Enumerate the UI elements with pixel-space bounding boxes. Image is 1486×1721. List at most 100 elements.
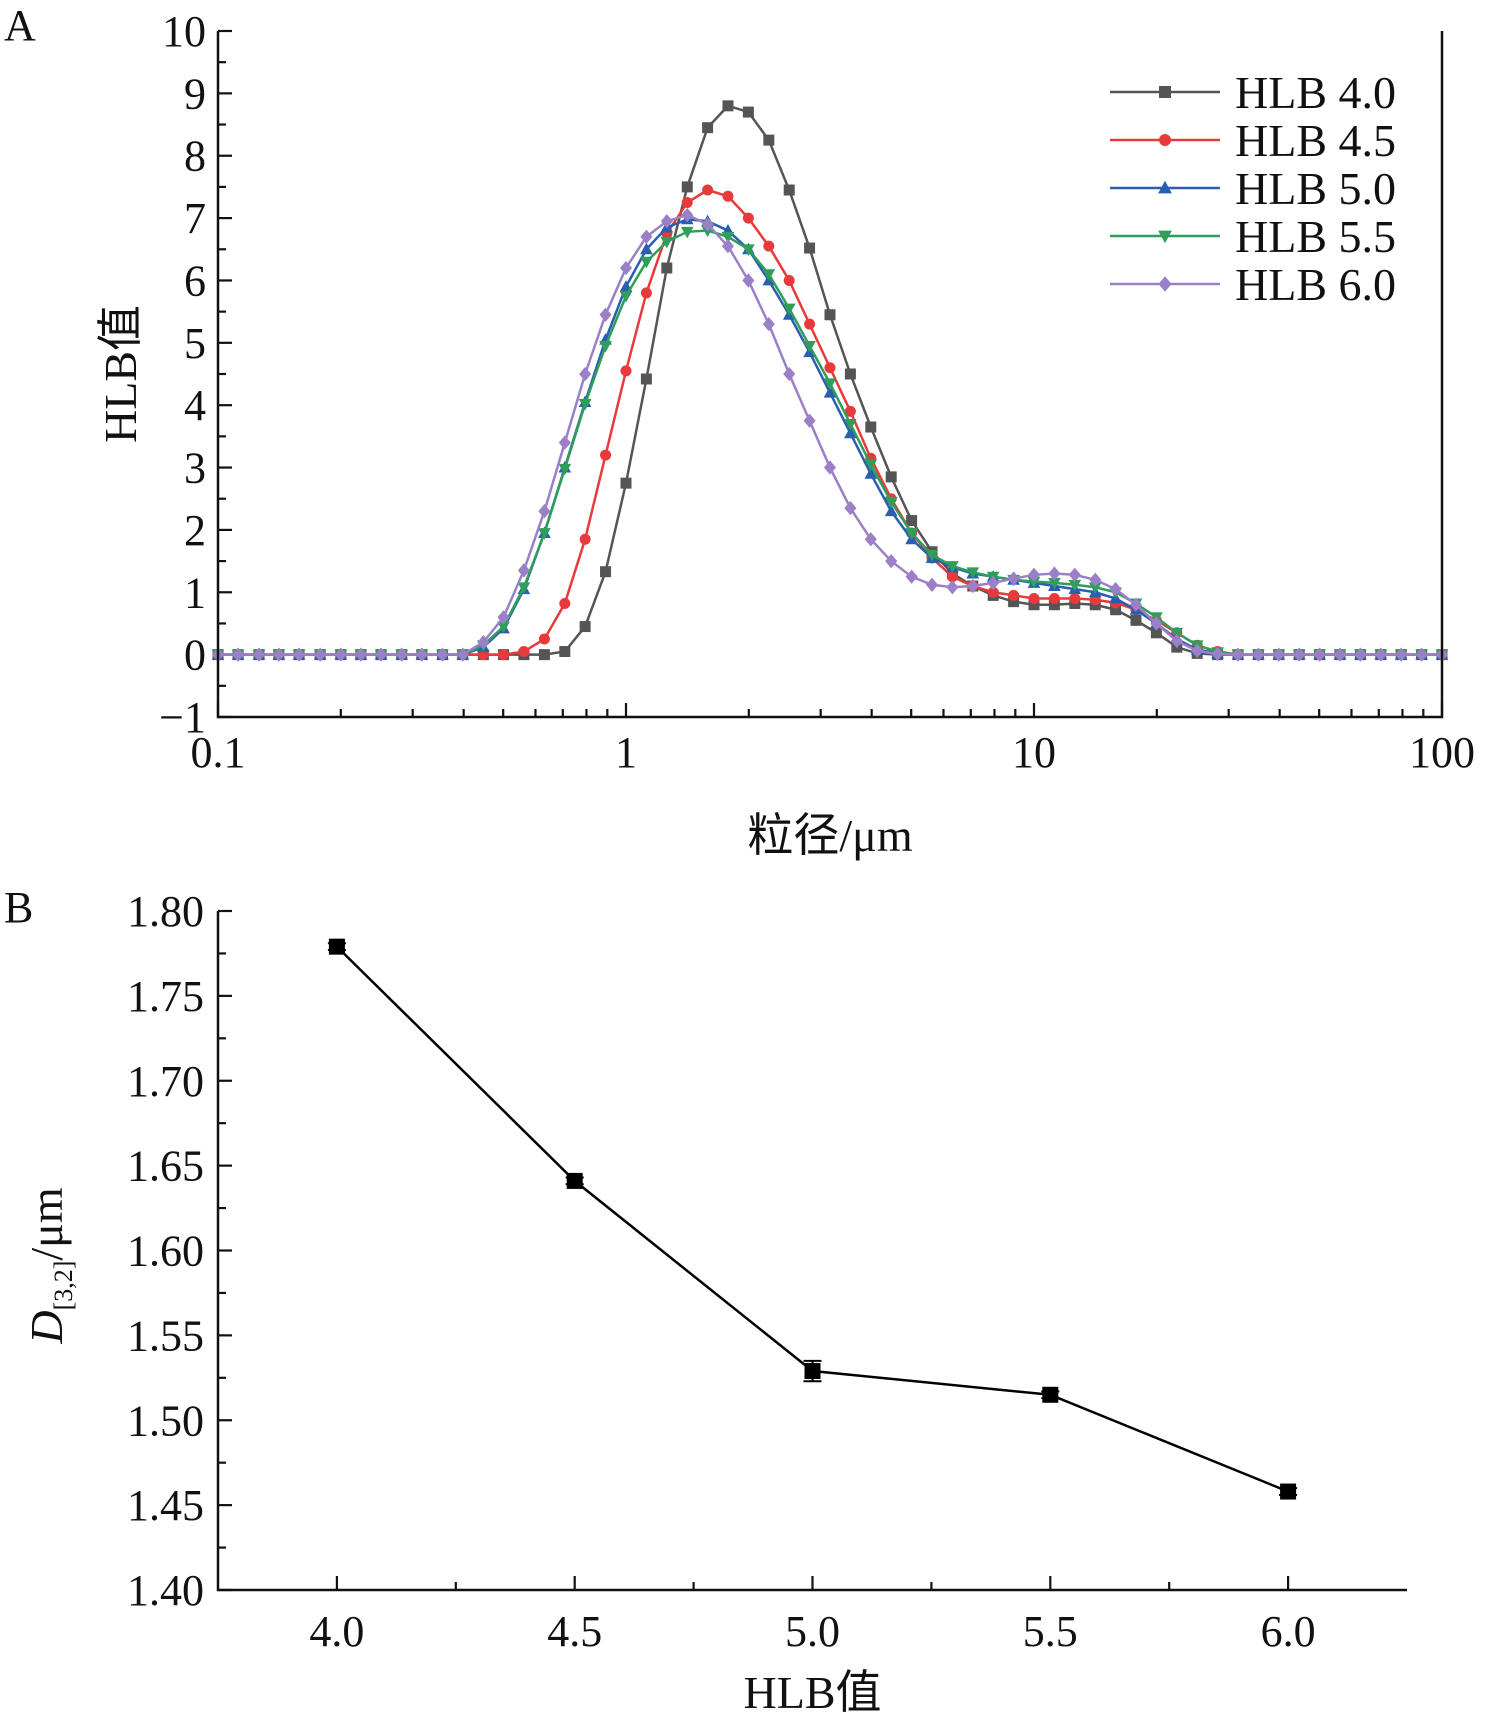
panel-b-y-tick-label: 1.75	[127, 972, 204, 1021]
panel-a-data-point	[987, 586, 999, 598]
panel-b-x-axis-title: HLB值	[744, 1667, 882, 1718]
panel-a-data-point	[1048, 577, 1061, 590]
panel-a-data-point	[844, 500, 857, 516]
panel-a-data-point	[293, 647, 306, 662]
panel-a-data-point	[498, 649, 510, 661]
panel-a-y-tick-label: 10	[162, 7, 206, 56]
panel-b-x-tick-label: 4.0	[309, 1607, 364, 1656]
panel-a-data-point	[681, 181, 693, 193]
panel-a-y-tick-label: 5	[184, 319, 206, 368]
panel-a-data-point	[722, 100, 734, 112]
panel-a-x-tick-label: 1	[615, 728, 637, 777]
panel-b-chart: B 1.40 1.45 1.50 1.55 1.60 1.65 1.70 1.75 1.80 4.…	[4, 883, 1407, 1718]
panel-a-data-point	[497, 610, 510, 625]
panel-a-data-point	[884, 504, 898, 517]
panel-a-data-point	[660, 236, 674, 249]
panel-a-data-point	[232, 647, 245, 662]
panel-a-data-point	[395, 647, 408, 662]
panel-a-data-point	[823, 386, 837, 398]
panel-a-data-point	[681, 197, 693, 208]
panel-a-data-point	[1008, 589, 1020, 601]
panel-b-y-tick-label: 1.50	[127, 1396, 204, 1445]
panel-a-x-tick-label: 10	[1012, 728, 1056, 777]
panel-a-data-point	[702, 184, 714, 196]
panel-a-legend-marker	[1159, 86, 1171, 98]
panel-a-data-point	[1088, 582, 1102, 594]
panel-a-data-point	[844, 418, 857, 431]
panel-a-legend-label: HLB 5.0	[1235, 163, 1396, 214]
panel-a-data-point	[599, 307, 612, 322]
panel-a-data-point	[1293, 647, 1306, 662]
panel-a-data-point	[1354, 647, 1367, 662]
panel-a-data-point	[578, 398, 592, 411]
panel-a-data-point	[844, 405, 856, 417]
panel-b-y-tick-label: 1.45	[127, 1481, 204, 1530]
panel-a-legend-marker	[1158, 180, 1172, 194]
panel-a-data-point	[783, 366, 796, 382]
panel-a-data-point	[1395, 647, 1408, 662]
panel-a-data-point	[823, 460, 837, 475]
panel-a-data-point	[640, 229, 653, 244]
panel-a-y-tick-label: −1	[159, 693, 206, 742]
panel-a-data-point	[946, 580, 959, 595]
panel-b-y-tick-label: 1.65	[127, 1142, 204, 1191]
panel-a-data-point	[538, 649, 550, 661]
panel-a-data-point	[946, 561, 959, 573]
panel-a-data-point	[1374, 647, 1387, 662]
panel-a-data-point	[640, 256, 653, 269]
panel-a-data-point	[1231, 647, 1245, 662]
panel-a-data-point	[660, 214, 673, 229]
panel-a-legend-marker	[1158, 230, 1172, 244]
panel-a-data-point	[864, 459, 878, 472]
panel-a-data-point	[517, 563, 530, 578]
panel-a-axes	[216, 31, 1444, 719]
panel-a-data-point	[742, 106, 754, 118]
panel-a-data-point	[1027, 567, 1041, 582]
panel-b-y-tick-label: 1.70	[127, 1057, 204, 1106]
panel-a-data-point	[1272, 647, 1285, 662]
panel-a-data-point	[415, 647, 428, 662]
panel-a-label: A	[4, 1, 36, 50]
panel-a-data-point	[763, 134, 775, 146]
panel-b-y-tick-label: 1.55	[127, 1311, 204, 1360]
panel-a-data-point	[1048, 593, 1060, 605]
panel-a-data-point	[661, 262, 673, 274]
panel-a-data-point	[742, 212, 754, 224]
panel-b-y-tick-label: 1.40	[127, 1566, 204, 1615]
panel-a-data-point	[681, 207, 694, 223]
panel-a-data-point	[1089, 572, 1102, 587]
panel-a-data-point	[517, 582, 531, 594]
panel-a-data-point	[538, 528, 551, 540]
panel-a-y-tick-label: 4	[184, 381, 206, 430]
panel-a-y-axis-title: HLB值	[95, 305, 146, 443]
panel-a-data-point	[925, 549, 939, 562]
panel-a-data-point	[782, 303, 796, 316]
panel-a-y-tick-label: 7	[184, 194, 206, 243]
panel-a-data-point	[1110, 604, 1122, 616]
panel-a-y-tick-label: 0	[184, 631, 206, 680]
panel-a-data-point	[783, 274, 795, 286]
panel-a-data-point	[640, 373, 652, 385]
panel-a-data-point	[477, 635, 490, 650]
panel-a-data-point	[865, 421, 877, 433]
panel-b-ticks: 1.40 1.45 1.50 1.55 1.60 1.65 1.70 1.75 1.80 4.0 4…	[127, 887, 1316, 1656]
panel-a-data-point	[702, 122, 714, 134]
panel-a-data-point	[1252, 647, 1265, 662]
panel-a-data-point	[1008, 596, 1020, 608]
panel-a-data-point	[721, 239, 735, 254]
panel-a-data-point	[559, 646, 571, 658]
panel-a-x-axis-title: 粒径/μm	[747, 810, 912, 861]
panel-b-x-tick-label: 4.5	[547, 1607, 602, 1656]
panel-a-data-point	[762, 269, 776, 281]
panel-a-data-point	[1150, 627, 1162, 639]
panel-a-data-point	[1109, 582, 1122, 597]
panel-a-data-point	[579, 366, 592, 382]
panel-b-label: B	[4, 883, 33, 932]
panel-a-data-point	[375, 647, 388, 662]
panel-a-data-point	[844, 368, 856, 380]
panel-a-data-point	[884, 496, 898, 509]
panel-a-data-point	[1415, 647, 1428, 662]
panel-a-legend-label: HLB 4.0	[1235, 67, 1396, 118]
